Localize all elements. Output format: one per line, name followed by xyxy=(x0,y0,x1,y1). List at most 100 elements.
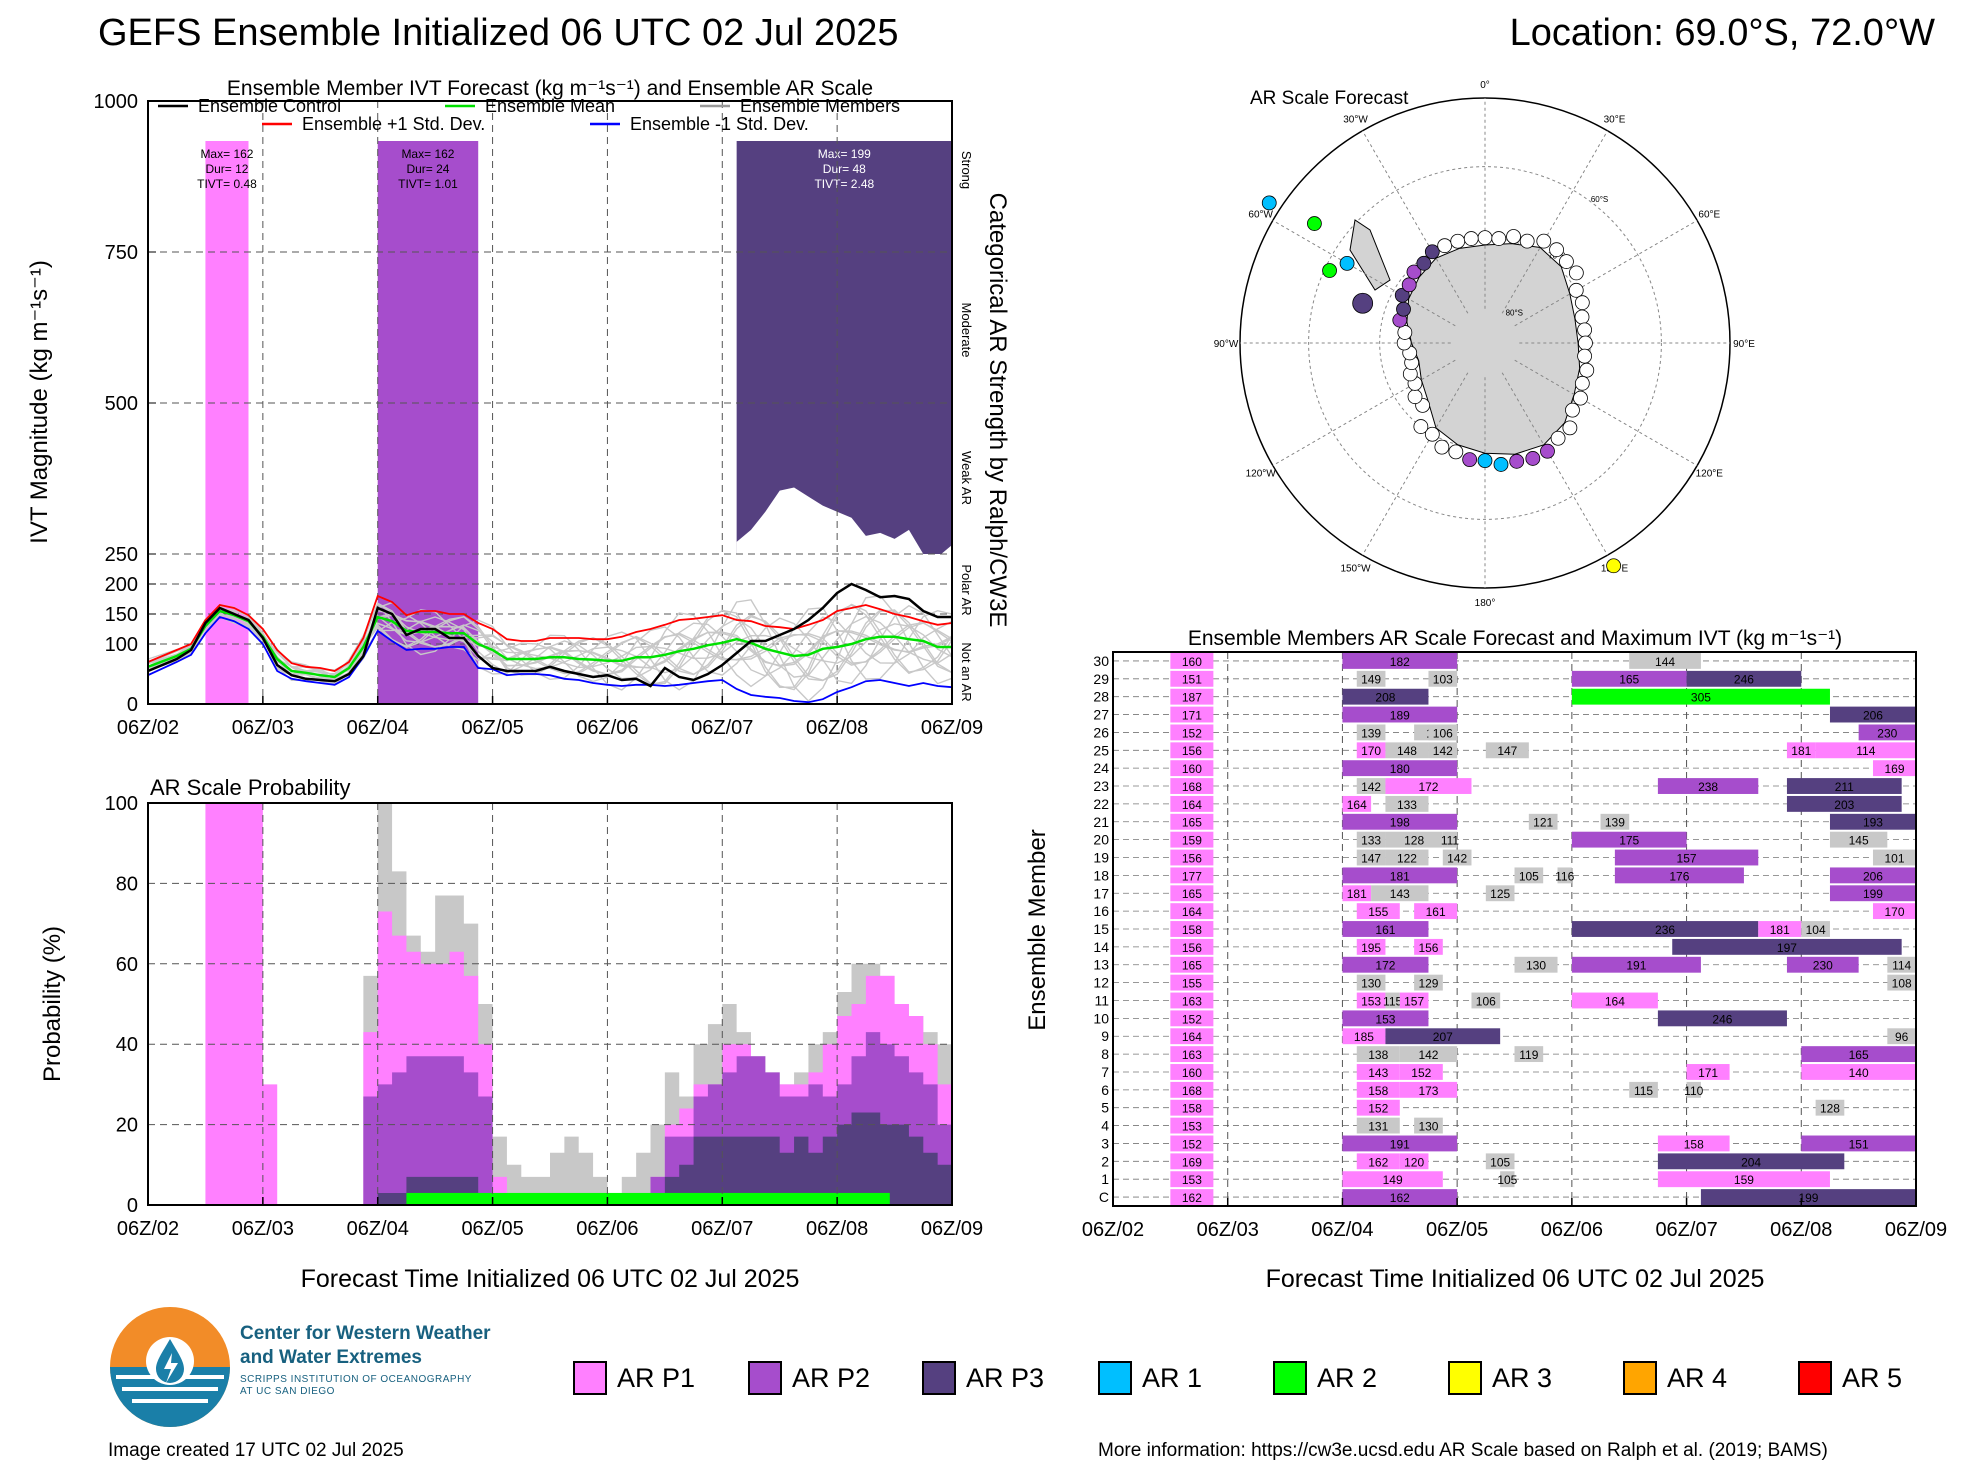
member-event-bar xyxy=(1485,885,1515,902)
member-label: 14 xyxy=(1093,939,1109,955)
member-event-value: 155 xyxy=(1368,905,1388,919)
member-event-bar xyxy=(1571,956,1701,973)
heat-xtick-label: 06Z/08 xyxy=(1770,1219,1832,1241)
member-label: 15 xyxy=(1093,921,1109,937)
ivt-ytick-label: 500 xyxy=(105,393,138,415)
prob-ytick-label: 80 xyxy=(116,873,138,895)
member-event-value: 170 xyxy=(1884,905,1904,919)
member-event-value: 152 xyxy=(1368,1102,1388,1116)
member-event-bar xyxy=(1342,921,1429,937)
member-event-value: 133 xyxy=(1361,834,1381,848)
legend-item: AR P3 xyxy=(922,1358,1044,1398)
member-event-value: 169 xyxy=(1182,1155,1202,1169)
member-event-bar xyxy=(1571,831,1687,848)
heat-ylabel: Ensemble Member xyxy=(1024,829,1051,1030)
member-label: 23 xyxy=(1093,778,1109,794)
member-event-value: 147 xyxy=(1497,744,1517,758)
member-event-bar xyxy=(1170,921,1214,937)
legend-label: AR 4 xyxy=(1667,1362,1728,1393)
member-event-value: 128 xyxy=(1404,834,1424,848)
longitude-label: 90°W xyxy=(1214,339,1239,350)
ivt-legend-label: Ensemble -1 Std. Dev. xyxy=(630,114,809,134)
member-label: 21 xyxy=(1093,814,1109,830)
member-event-value: 158 xyxy=(1182,1102,1202,1116)
member-event-bar xyxy=(1356,974,1386,991)
member-event-bar xyxy=(1170,670,1214,687)
member-event-bar xyxy=(1657,1153,1845,1170)
member-event-bar xyxy=(1356,778,1386,794)
member-event-value: 198 xyxy=(1390,816,1410,830)
heat-xtick-label: 06Z/09 xyxy=(1885,1219,1947,1241)
prob-xtick-label: 06Z/03 xyxy=(232,1218,294,1240)
member-event-bar xyxy=(1170,1046,1214,1063)
member-event-bar xyxy=(1657,1010,1787,1027)
prob-ytick-label: 60 xyxy=(116,954,138,976)
member-event-bar xyxy=(1571,921,1759,937)
member-event-bar xyxy=(1170,795,1214,812)
member-event-bar xyxy=(1657,778,1759,794)
member-event-value: 170 xyxy=(1361,744,1381,758)
member-event-bar xyxy=(1385,831,1443,848)
member-event-bar xyxy=(1385,795,1429,812)
member-event-value: 181 xyxy=(1770,923,1790,937)
coast-marker xyxy=(1493,457,1509,472)
heat-xlabel: Forecast Time Initialized 06 UTC 02 Jul … xyxy=(1266,1265,1765,1293)
member-event-value: 305 xyxy=(1691,691,1711,705)
member-event-value: 115 xyxy=(1383,994,1402,1008)
longitude-label: 0° xyxy=(1480,80,1490,91)
member-label: 28 xyxy=(1093,689,1109,705)
member-event-value: 187 xyxy=(1182,691,1202,705)
member-event-value: 120 xyxy=(1404,1155,1424,1169)
member-event-bar xyxy=(1887,974,1916,991)
member-event-value: 119 xyxy=(1519,1048,1538,1062)
member-event-value: 129 xyxy=(1418,977,1438,991)
member-event-bar xyxy=(1829,867,1916,884)
longitude-label: 90°E xyxy=(1733,339,1755,350)
member-event-bar xyxy=(1442,831,1458,848)
member-event-value: 162 xyxy=(1368,1155,1388,1169)
member-event-value: 172 xyxy=(1375,959,1395,973)
member-event-bar xyxy=(1170,831,1214,848)
member-event-value: 181 xyxy=(1791,744,1811,758)
member-event-bar xyxy=(1887,956,1916,973)
member-event-value: 165 xyxy=(1182,959,1202,973)
p3-envelope xyxy=(736,487,952,557)
member-event-bar xyxy=(1170,1171,1214,1188)
coast-marker xyxy=(1540,443,1555,459)
member-event-value: 149 xyxy=(1361,673,1381,687)
member-event-bar xyxy=(1170,706,1214,723)
member-event-value: 171 xyxy=(1182,708,1202,722)
coast-marker xyxy=(1394,287,1410,303)
member-event-value: 104 xyxy=(1806,923,1826,937)
member-event-bar xyxy=(1614,849,1759,866)
member-event-bar xyxy=(1801,921,1830,937)
member-event-bar xyxy=(1500,1171,1515,1188)
member-event-value: 163 xyxy=(1182,994,1202,1008)
member-event-bar xyxy=(1356,903,1400,920)
member-event-bar xyxy=(1170,1135,1214,1152)
member-event-bar xyxy=(1858,724,1916,741)
legend-item: AR P2 xyxy=(748,1358,870,1398)
ar-marker xyxy=(1339,255,1355,271)
coast-marker xyxy=(1413,419,1429,434)
legend-item: AR 1 xyxy=(1098,1358,1202,1398)
member-event-bar xyxy=(1385,778,1472,794)
member-event-value: 142 xyxy=(1418,1048,1438,1062)
member-event-bar xyxy=(1170,760,1214,777)
legend-swatch xyxy=(1098,1361,1132,1395)
member-event-value: 140 xyxy=(1849,1066,1869,1080)
member-event-value: 114 xyxy=(1892,959,1911,973)
prob-ar2 xyxy=(406,1192,890,1205)
ivt-xtick-label: 06Z/03 xyxy=(232,717,294,739)
coast-marker xyxy=(1549,242,1564,258)
logo-line-4: AT UC SAN DIEGO xyxy=(240,1386,335,1397)
heat-xtick-label: 06Z/07 xyxy=(1655,1219,1717,1241)
prob-xlabel: Forecast Time Initialized 06 UTC 02 Jul … xyxy=(301,1265,800,1293)
member-event-value: 108 xyxy=(1892,977,1912,991)
member-event-value: 181 xyxy=(1347,887,1367,901)
member-event-value: 164 xyxy=(1605,994,1625,1008)
member-event-bar xyxy=(1414,903,1458,920)
member-label: 3 xyxy=(1101,1135,1109,1151)
member-event-value: 238 xyxy=(1698,780,1718,794)
member-label: 24 xyxy=(1093,760,1109,776)
